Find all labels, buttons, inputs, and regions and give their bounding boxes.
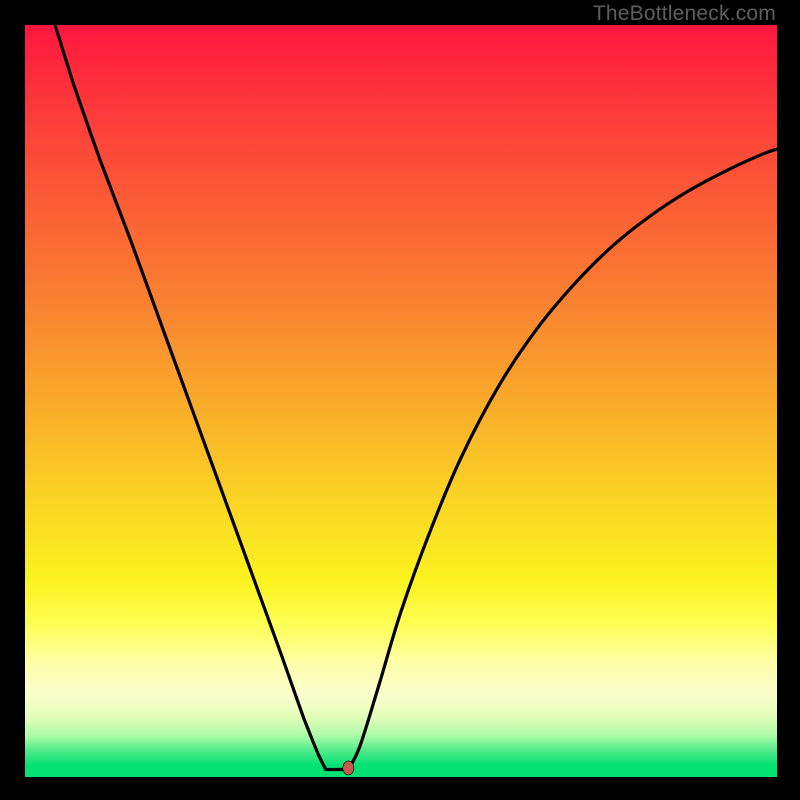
watermark-text: TheBottleneck.com [593,2,776,26]
plot-area [25,25,777,777]
bottleneck-curve [25,25,777,777]
minimum-marker [343,761,354,775]
